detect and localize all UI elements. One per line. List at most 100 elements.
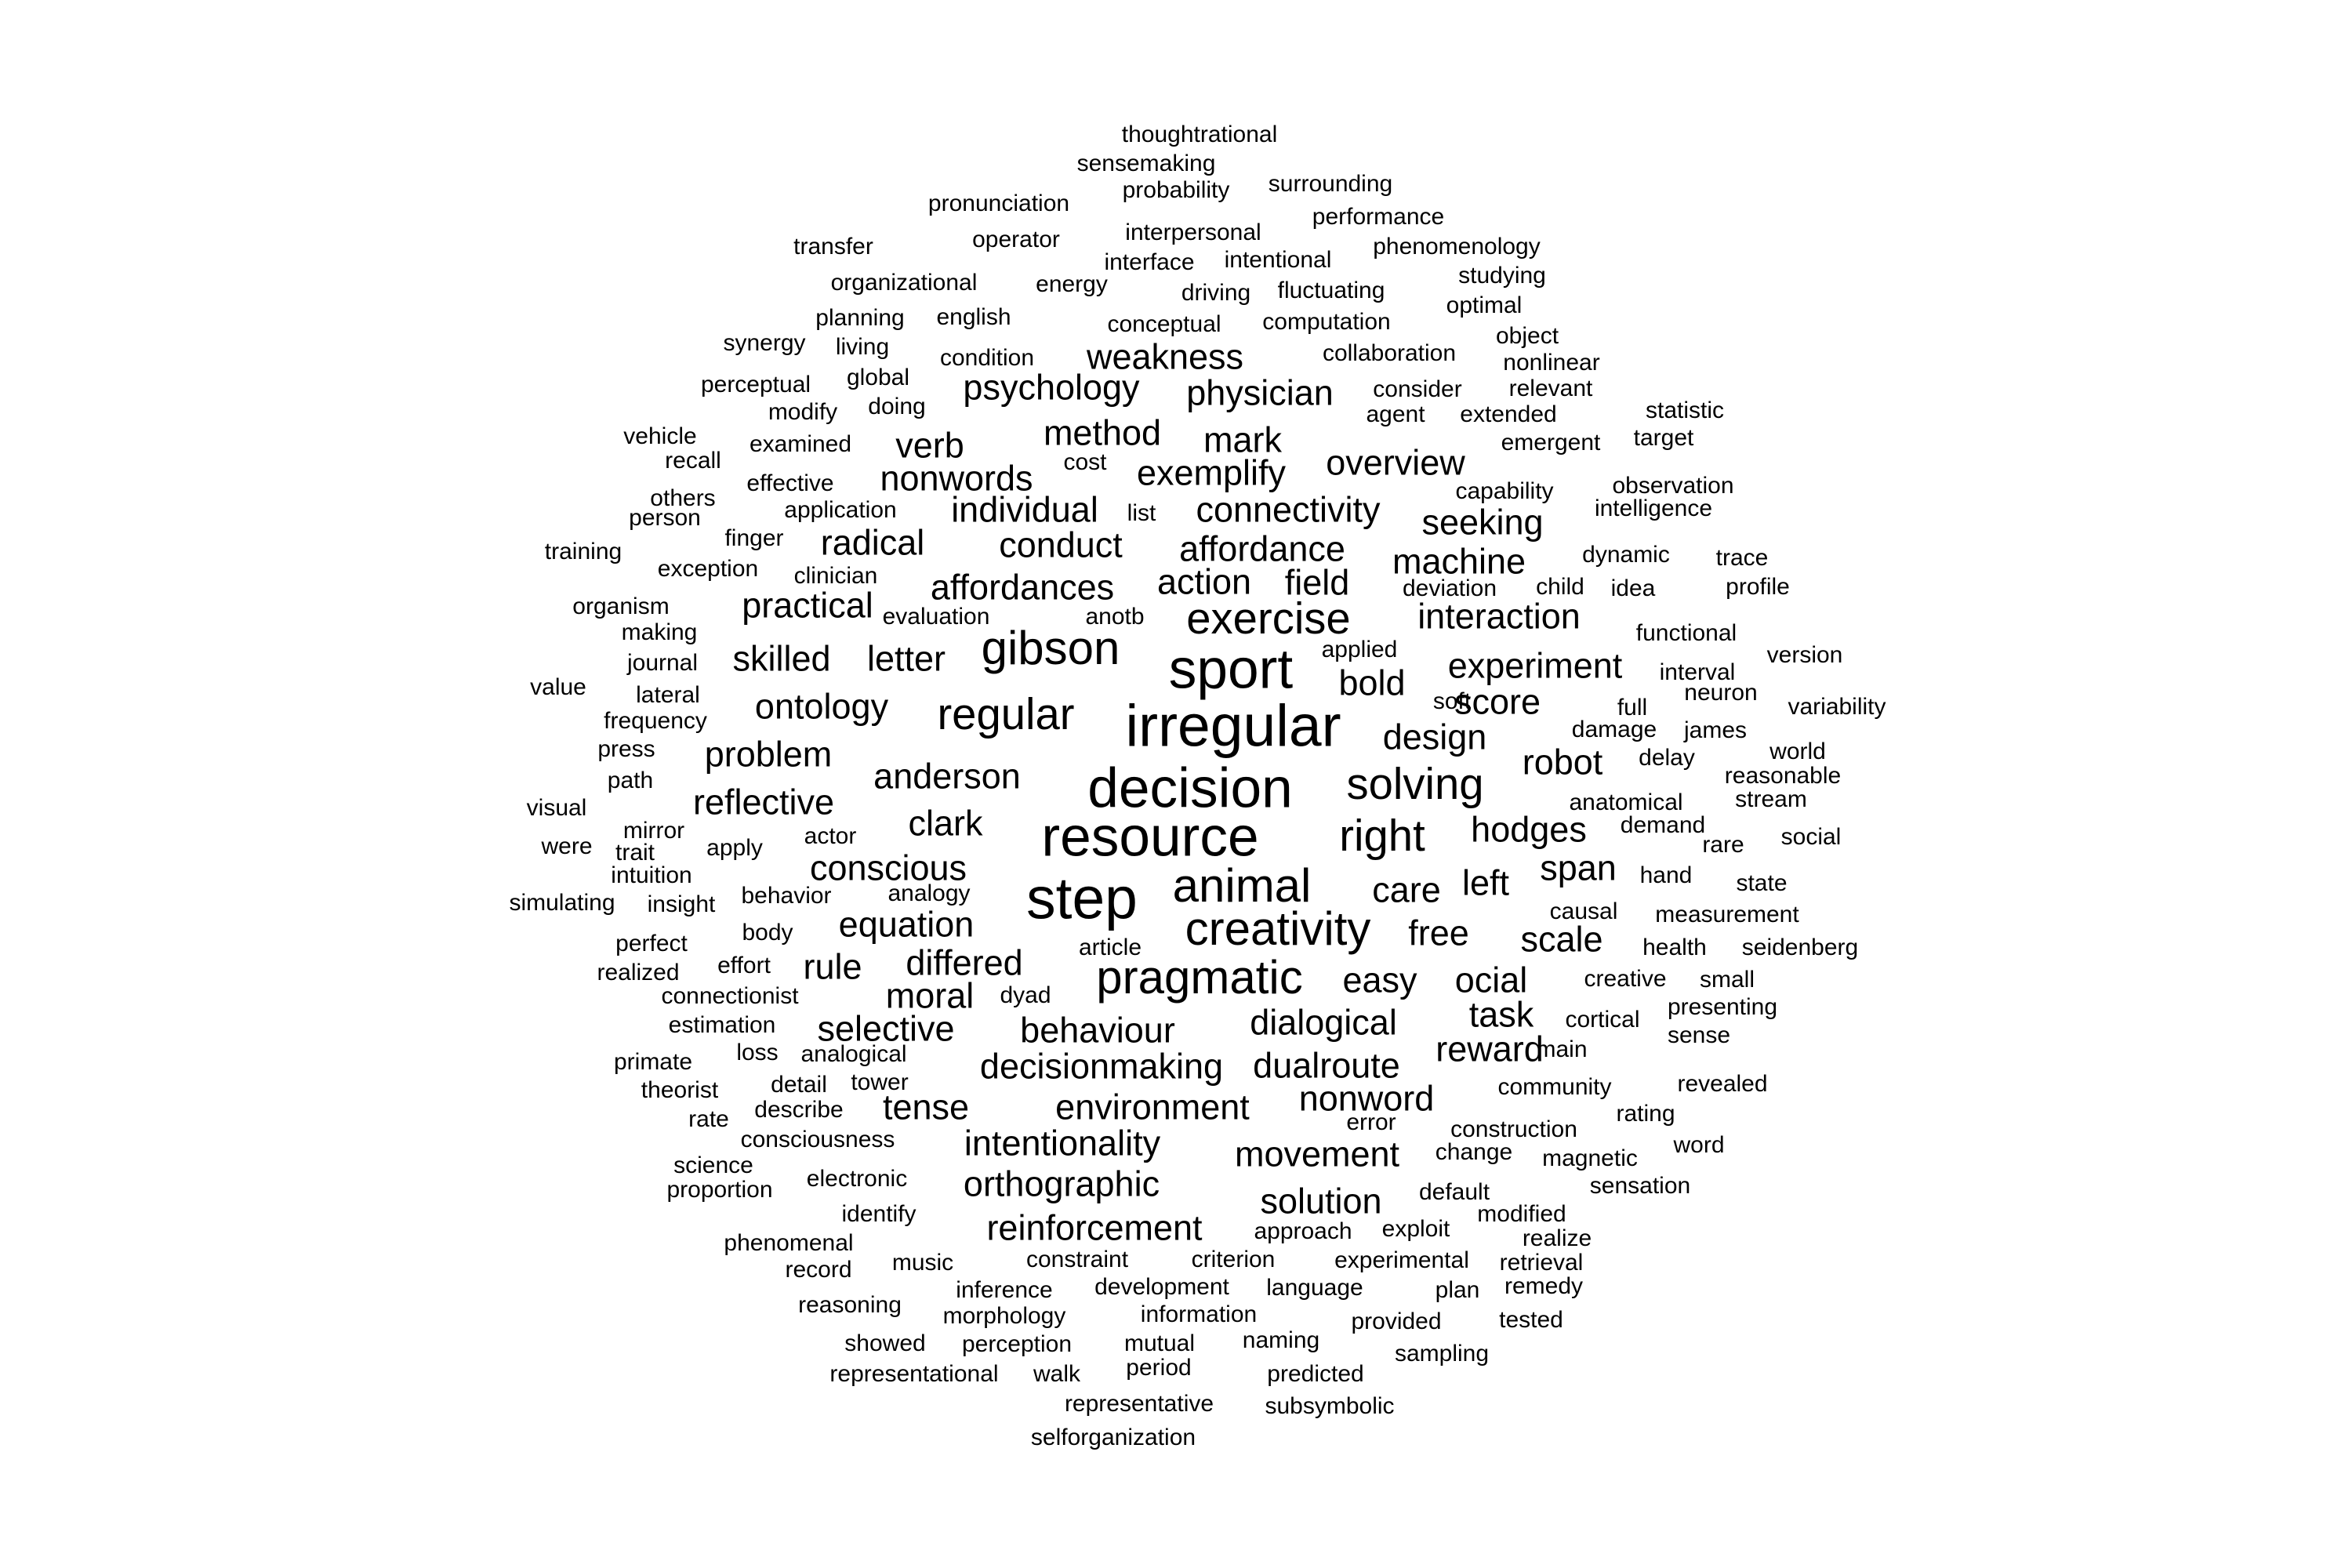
word-lateral: lateral — [636, 682, 700, 708]
word-tested: tested — [1499, 1307, 1563, 1333]
word-sampling: sampling — [1394, 1341, 1490, 1367]
word-measurement: measurement — [1655, 902, 1799, 927]
word-free: free — [1408, 913, 1469, 953]
word-left: left — [1461, 862, 1510, 903]
word-reflective: reflective — [692, 782, 835, 822]
word-delay: delay — [1639, 745, 1695, 771]
word-recall: recall — [665, 448, 721, 474]
word-consciousness: consciousness — [740, 1127, 895, 1152]
word-nonwords: nonwords — [880, 458, 1033, 499]
word-making: making — [621, 619, 698, 645]
word-inference: inference — [956, 1277, 1053, 1303]
word-interaction: interaction — [1417, 596, 1581, 637]
word-individual: individual — [951, 489, 1098, 530]
word-social: social — [1780, 824, 1842, 850]
word-electronic: electronic — [806, 1166, 908, 1192]
word-skilled: skilled — [732, 638, 831, 679]
word-ontology: ontology — [754, 686, 889, 727]
word-selective: selective — [817, 1008, 955, 1049]
word-detail: detail — [771, 1072, 827, 1098]
word-studying: studying — [1458, 263, 1546, 289]
word-realized: realized — [597, 960, 680, 985]
word-insight: insight — [647, 891, 716, 917]
word-hodges: hodges — [1471, 809, 1587, 850]
word-community: community — [1497, 1074, 1612, 1100]
word-span: span — [1540, 848, 1617, 888]
word-effort: effort — [717, 953, 771, 978]
word-creative: creative — [1584, 966, 1667, 992]
word-rule: rule — [803, 946, 862, 987]
word-small: small — [1699, 967, 1755, 993]
word-child: child — [1536, 574, 1584, 600]
word-extended: extended — [1460, 401, 1557, 427]
word-radical: radical — [820, 522, 925, 563]
word-sport: sport — [1168, 637, 1294, 701]
word-value: value — [530, 674, 586, 700]
word-sensation: sensation — [1589, 1173, 1691, 1199]
word-constraint: constraint — [1025, 1247, 1129, 1272]
word-anderson: anderson — [873, 756, 1021, 797]
word-record: record — [785, 1257, 852, 1283]
word-visual: visual — [526, 795, 587, 821]
word-selforganization: selforganization — [1030, 1425, 1196, 1450]
word-design: design — [1382, 717, 1487, 757]
word-mark: mark — [1203, 419, 1282, 460]
word-exercise: exercise — [1186, 593, 1351, 643]
word-estimation: estimation — [668, 1012, 776, 1038]
word-conceptual: conceptual — [1107, 311, 1221, 337]
word-actor: actor — [804, 823, 857, 849]
word-mutual: mutual — [1123, 1330, 1196, 1356]
word-solution: solution — [1260, 1181, 1382, 1221]
word-regular: regular — [937, 688, 1075, 739]
word-intuition: intuition — [611, 862, 692, 888]
word-provided: provided — [1351, 1308, 1442, 1334]
word-affordances: affordances — [930, 567, 1115, 608]
word-letter: letter — [866, 638, 946, 679]
word-trace: trace — [1715, 545, 1769, 571]
word-consider: consider — [1373, 376, 1462, 402]
word-right: right — [1339, 810, 1425, 860]
word-driving: driving — [1181, 280, 1251, 306]
word-profile: profile — [1726, 574, 1790, 600]
word-clark: clark — [908, 803, 983, 844]
word-criterion: criterion — [1191, 1247, 1276, 1272]
word-others: others — [650, 485, 716, 511]
word-connectivity: connectivity — [1196, 489, 1381, 530]
word-word: word — [1673, 1132, 1725, 1158]
word-science: science — [673, 1152, 753, 1178]
word-magnetic: magnetic — [1542, 1145, 1638, 1171]
word-perfect: perfect — [615, 931, 688, 956]
word-seidenberg: seidenberg — [1741, 935, 1859, 960]
word-change: change — [1435, 1139, 1513, 1165]
word-action: action — [1156, 561, 1252, 602]
word-operator: operator — [972, 227, 1060, 252]
word-perceptual: perceptual — [700, 372, 811, 397]
word-state: state — [1736, 870, 1788, 896]
word-overview: overview — [1326, 442, 1465, 483]
word-conduct: conduct — [999, 524, 1123, 565]
word-behaviour: behaviour — [1020, 1010, 1175, 1051]
word-statistic: statistic — [1645, 397, 1725, 423]
word-experimental: experimental — [1334, 1247, 1469, 1273]
word-showed: showed — [844, 1330, 926, 1356]
word-perception: perception — [961, 1331, 1073, 1357]
word-global: global — [846, 365, 910, 390]
word-list: list — [1127, 500, 1156, 526]
word-connectionist: connectionist — [661, 983, 799, 1009]
word-realize: realize — [1522, 1225, 1592, 1251]
word-irregular: irregular — [1125, 692, 1341, 759]
word-application: application — [784, 497, 897, 523]
word-describe: describe — [754, 1097, 844, 1123]
word-seeking: seeking — [1421, 502, 1544, 543]
word-reinforcement: reinforcement — [986, 1207, 1203, 1248]
word-evaluation: evaluation — [882, 604, 990, 630]
word-naming: naming — [1242, 1327, 1320, 1353]
word-decisionmaking: decisionmaking — [979, 1046, 1224, 1087]
word-probability: probability — [1122, 177, 1230, 203]
word-modify: modify — [768, 399, 838, 425]
word-english: english — [936, 304, 1011, 330]
word-relevant: relevant — [1508, 376, 1593, 401]
word-full: full — [1617, 695, 1648, 720]
word-predicted: predicted — [1267, 1361, 1364, 1387]
word-dualroute: dualroute — [1253, 1045, 1400, 1086]
